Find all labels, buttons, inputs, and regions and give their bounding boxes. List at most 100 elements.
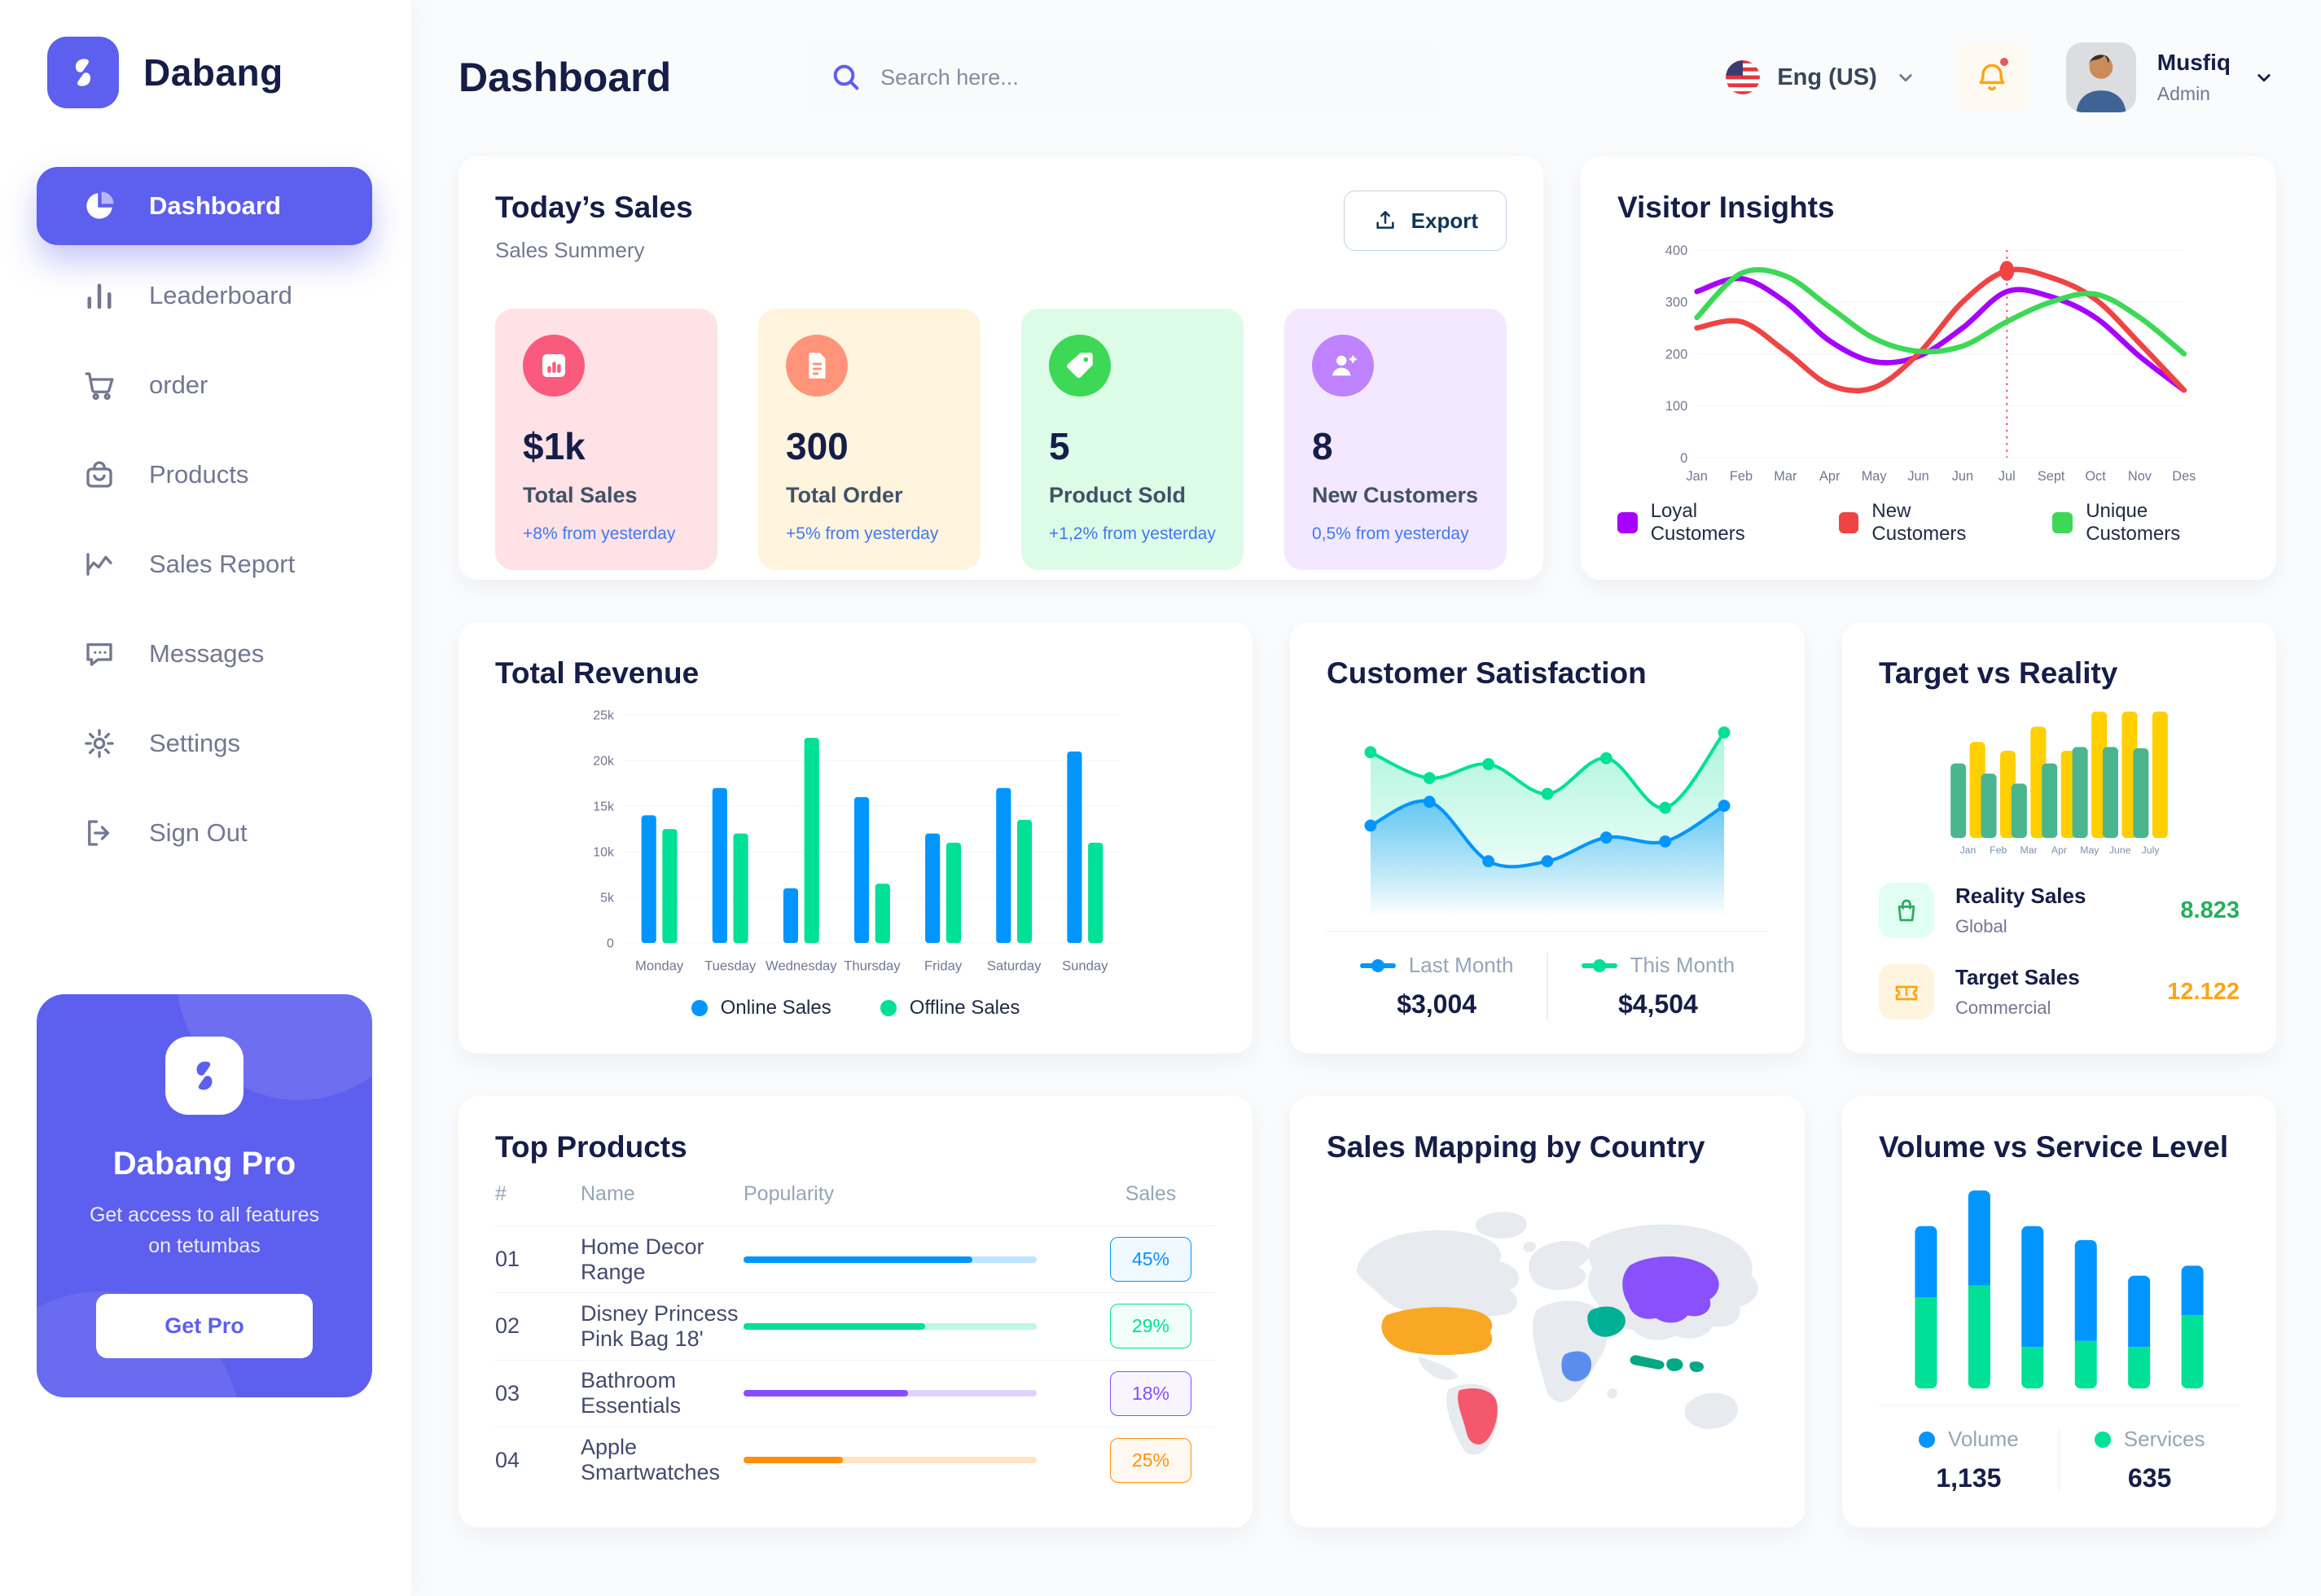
legend-item-offline-sales: Offline Sales <box>880 997 1020 1019</box>
customer-satisfaction-card: Customer Satisfaction Last Month $3,004 Th… <box>1290 622 1805 1054</box>
product-sales: 18% <box>1086 1370 1216 1416</box>
sidebar-item-messages[interactable]: Messages <box>37 615 372 693</box>
header-actions: Eng (US) Musfiq Admin <box>1725 42 2276 112</box>
sales-badge: 25% <box>1110 1437 1191 1483</box>
search-input[interactable] <box>880 64 1417 90</box>
visitor-insights-chart: 0 100 200 300 400 Jan Feb Mar Apr May Jun Jun Jul Sep… <box>1617 239 2240 487</box>
brand[interactable]: Dabang <box>0 37 411 108</box>
country-saudi-arabia <box>1587 1306 1626 1337</box>
bag-icon <box>82 458 116 492</box>
avatar <box>2065 42 2136 112</box>
notification-button[interactable] <box>1956 42 2027 112</box>
country-indonesia-1 <box>1630 1355 1665 1370</box>
stat-card-total-order: 300 Total Order +5% from yesterday <box>758 309 981 570</box>
dabang-logo-icon <box>47 37 119 108</box>
today-sales-title: Today’s Sales <box>495 191 693 224</box>
popularity-track <box>744 1256 1037 1263</box>
column-header-name: Name <box>581 1182 635 1205</box>
chevron-down-icon <box>1893 65 1918 90</box>
stat-label: Product Sold <box>1049 483 1186 507</box>
continent-north-america <box>1356 1230 1520 1320</box>
sidebar-item-order[interactable]: order <box>37 346 372 424</box>
export-button[interactable]: Export <box>1343 191 1507 251</box>
gear-icon <box>82 726 116 761</box>
get-pro-button[interactable]: Get Pro <box>95 1294 314 1358</box>
sidebar-item-label: Dashboard <box>149 191 281 220</box>
product-name: Bathroom Essentials <box>581 1368 682 1418</box>
popularity-fill <box>744 1256 972 1263</box>
legend-label: Unique Customers <box>2086 500 2181 545</box>
row-2: Total Revenue 0 5k 10k 15k 20k 25k Monday Tuesd… <box>458 622 2276 1054</box>
export-label: Export <box>1411 208 1478 233</box>
summary-name: Reality Sales <box>1955 884 2086 908</box>
product-index: 01 <box>495 1247 520 1272</box>
legend-label: Services <box>2123 1427 2205 1451</box>
svg-text:10k: 10k <box>593 845 614 859</box>
sidebar-item-products[interactable]: Products <box>37 436 372 514</box>
legend-marker <box>2052 512 2073 533</box>
legend-marker <box>691 1000 708 1016</box>
region-japan <box>1727 1275 1740 1286</box>
profile-menu[interactable]: Musfiq Admin <box>2065 42 2276 112</box>
stat-label: New Customers <box>1312 483 1479 507</box>
country-indonesia-3 <box>1689 1361 1705 1372</box>
language-label: Eng (US) <box>1777 64 1877 90</box>
top-products-card: Top Products # Name Popularity Sales 01 Home … <box>458 1096 1253 1528</box>
product-name: Apple Smartwatches <box>581 1435 721 1485</box>
sign-out-icon <box>82 816 116 850</box>
svg-text:Feb: Feb <box>1730 469 1753 484</box>
svg-text:Jan: Jan <box>1960 844 1977 856</box>
volume-service-card: Volume vs Service Level Volume 1,135 Servi… <box>1842 1096 2276 1528</box>
user-info: Musfiq Admin <box>2157 50 2231 105</box>
svg-text:20k: 20k <box>593 754 614 768</box>
legend-marker <box>1617 512 1638 533</box>
popularity-fill <box>744 1457 844 1464</box>
sales-badge: 45% <box>1110 1237 1191 1282</box>
total-revenue-chart: 0 5k 10k 15k 20k 25k Monday Tuesday Wednesday Thu… <box>495 705 1216 984</box>
product-index: 04 <box>495 1447 520 1472</box>
product-name: Home Decor Range <box>581 1234 704 1284</box>
total-revenue-title: Total Revenue <box>495 656 700 690</box>
svg-text:July: July <box>2142 844 2161 856</box>
svg-text:Sept: Sept <box>2038 469 2065 484</box>
legend-label: New Customers <box>1871 500 1967 545</box>
visitor-insights-card: Visitor Insights 0 100 200 300 400 Jan Feb Mar A… <box>1581 156 2276 580</box>
sales-map-card: Sales Mapping by Country <box>1290 1096 1805 1528</box>
table-row: 04 Apple Smartwatches 25% <box>495 1427 1216 1493</box>
top-bar: Dashboard Eng (US) <box>458 33 2276 122</box>
legend-item-loyal-customers: Loyal Customers <box>1617 500 1790 546</box>
product-sales: 25% <box>1086 1437 1216 1483</box>
summary-value: 8.823 <box>2180 897 2240 923</box>
column-header-sales: Sales <box>1125 1182 1177 1205</box>
legend-marker <box>1359 958 1396 972</box>
sidebar-item-sign-out[interactable]: Sign Out <box>37 794 372 872</box>
pro-title: Dabang Pro <box>112 1146 296 1182</box>
sidebar-item-dashboard[interactable]: Dashboard <box>37 167 372 245</box>
svg-text:June: June <box>2109 844 2131 856</box>
stat-value: 300 <box>786 425 849 467</box>
cart-icon <box>82 368 116 402</box>
page-title: Dashboard <box>458 55 672 100</box>
row-1: Today’s Sales Sales Summery Export $1k To… <box>458 156 2276 580</box>
language-selector[interactable]: Eng (US) <box>1725 59 1917 95</box>
legend-label: Last Month <box>1408 953 1514 977</box>
total-revenue-card: Total Revenue 0 5k 10k 15k 20k 25k Monday Tuesd… <box>458 622 1253 1054</box>
main-content: Dashboard Eng (US) <box>411 0 2321 1596</box>
today-sales-subtitle: Sales Summery <box>495 238 645 262</box>
notification-dot <box>1997 55 2011 68</box>
sidebar-item-settings[interactable]: Settings <box>37 704 372 783</box>
sales-badge: 29% <box>1110 1304 1191 1349</box>
sidebar-item-label: Sales Report <box>149 550 296 578</box>
popularity-track <box>744 1390 1037 1397</box>
svg-text:100: 100 <box>1665 399 1687 414</box>
sidebar-item-leaderboard[interactable]: Leaderboard <box>37 256 372 335</box>
legend-label: This Month <box>1630 953 1735 977</box>
country-dr-congo <box>1561 1351 1592 1382</box>
sidebar-item-sales-report[interactable]: Sales Report <box>37 525 372 603</box>
svg-text:200: 200 <box>1665 347 1687 362</box>
summary-name: Target Sales <box>1955 965 2080 989</box>
svg-text:Oct: Oct <box>2085 469 2106 484</box>
legend-divider <box>1547 953 1548 1019</box>
visitor-insights-title: Visitor Insights <box>1617 191 1835 224</box>
